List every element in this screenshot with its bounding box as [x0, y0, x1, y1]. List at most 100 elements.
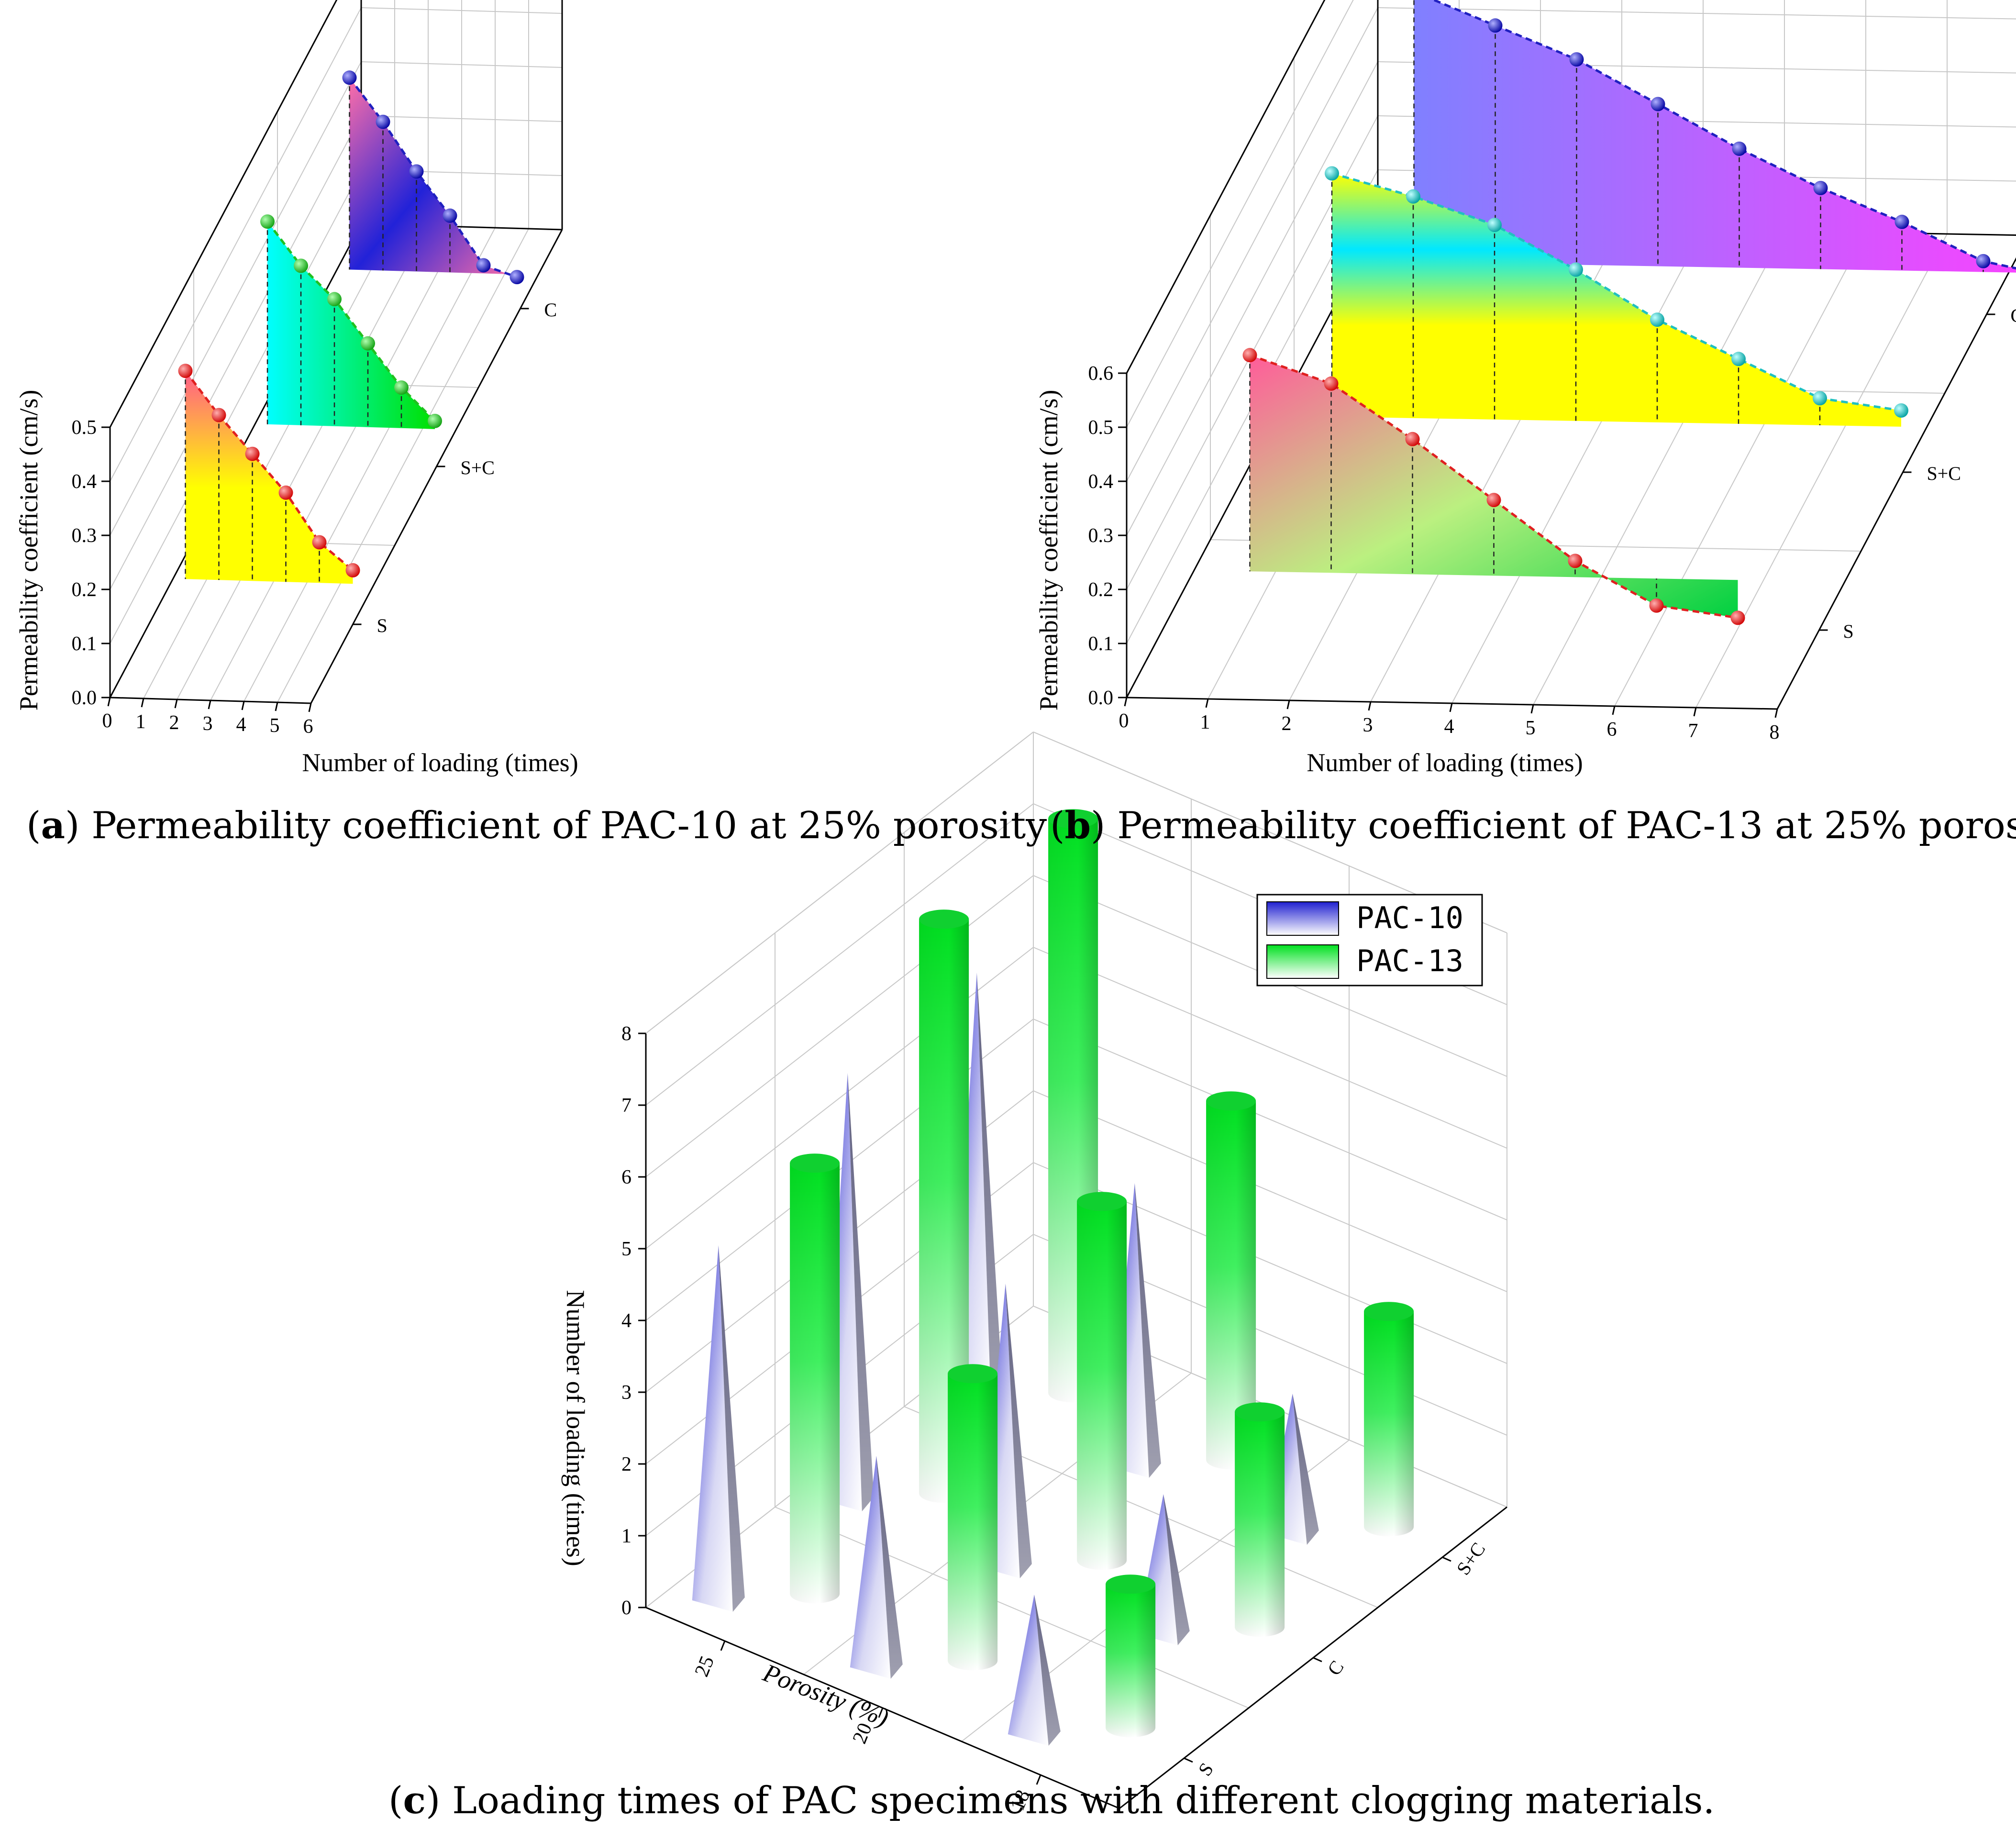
- caption-c-letter: c: [403, 1779, 426, 1822]
- series-line: [1431, 0, 2016, 270]
- x-tick-label: 7: [1688, 720, 1698, 742]
- x-tick: [107, 697, 111, 707]
- pac10-cone: [1008, 1595, 1061, 1746]
- cylinder-shade: [1206, 1101, 1256, 1470]
- pac13-cylinder: [919, 909, 969, 1503]
- x-tick-label: 1: [1200, 711, 1210, 733]
- series-s: [1242, 348, 1745, 625]
- y-tick-label: 0.1: [72, 633, 97, 655]
- x-tick: [1368, 701, 1372, 711]
- z-tick: [1313, 1657, 1322, 1663]
- data-point: [1569, 52, 1584, 67]
- pac13-cylinder: [948, 1364, 998, 1671]
- series-sc: [1325, 166, 1908, 427]
- y-tick-label: 0.3: [72, 525, 97, 547]
- panel-b-chart: 0.0 0.1 0.2 0.3 0.4 0.5 0.6 0 1 2 3 4 5 6 7 8 S S+C C Numb…: [1034, 0, 2016, 777]
- x-tick: [241, 701, 245, 710]
- caption-b-letter: b: [1064, 804, 1091, 847]
- depth-label-sc: S+C: [1927, 463, 1961, 484]
- panel-c-ylabel: Number of loading (times): [561, 1290, 590, 1566]
- box-edge: [1776, 257, 2016, 709]
- cylinder-top: [919, 909, 969, 929]
- data-point: [1650, 312, 1664, 327]
- series-line: [184, 370, 354, 571]
- cylinder-shade: [790, 1163, 840, 1604]
- data-point: [1405, 432, 1420, 446]
- depth-label-c: C: [2011, 305, 2016, 326]
- data-point: [278, 485, 293, 500]
- x-tick: [1124, 697, 1128, 707]
- cylinder-shade: [1235, 1412, 1285, 1637]
- x-tick-label: 25: [691, 1653, 719, 1680]
- x-tick: [1774, 709, 1778, 718]
- pac13-cylinder: [1106, 1574, 1156, 1738]
- y-tick-label: 0.1: [1088, 633, 1114, 655]
- depth-label-sc: S+C: [461, 457, 495, 478]
- floor-grid-x: [1777, 257, 2016, 709]
- data-point: [1488, 18, 1503, 33]
- floor-grid-x: [1451, 229, 1704, 704]
- y-tick-label: 0.4: [1088, 471, 1114, 493]
- x-tick: [1612, 706, 1616, 715]
- panel-c-legend: PAC-10 PAC-13: [1256, 894, 1483, 987]
- data-point: [1242, 348, 1257, 363]
- x-tick: [1036, 1774, 1041, 1785]
- data-point: [510, 270, 524, 285]
- y-tick-label: 0.0: [1088, 687, 1114, 709]
- cylinder-shade: [948, 1374, 998, 1671]
- floor-grid-x: [1533, 231, 1785, 705]
- cylinder-top: [948, 1364, 998, 1384]
- floor-grid-x: [143, 224, 395, 699]
- x-tick-label: 0: [102, 710, 112, 732]
- data-point: [245, 446, 260, 461]
- y-tick-label: 5: [621, 1238, 631, 1260]
- left-grid-y: [1126, 61, 1378, 536]
- panel-b-series: [1242, 0, 2016, 625]
- pac13-cylinder: [1364, 1302, 1414, 1537]
- data-point: [361, 336, 375, 351]
- data-point: [1487, 218, 1502, 233]
- back-wall-grid: [1033, 1019, 1507, 1220]
- x-tick: [1449, 703, 1453, 712]
- left-grid-y: [110, 115, 362, 590]
- floor-grid-x: [210, 226, 462, 701]
- legend-label-pac10: PAC-10: [1356, 900, 1463, 935]
- y-tick-label: 0.0: [72, 687, 97, 709]
- x-tick-label: 5: [270, 715, 280, 737]
- x-tick: [1205, 698, 1209, 708]
- x-tick-label: 6: [303, 716, 313, 738]
- panel-b-xlabel: Number of loading (times): [1307, 748, 1583, 777]
- data-point: [1730, 610, 1745, 625]
- data-point: [428, 413, 442, 428]
- y-tick-label: 1: [621, 1525, 631, 1547]
- x-tick: [275, 702, 278, 711]
- y-tick-label: 3: [621, 1382, 631, 1404]
- y-tick-label: 0: [621, 1597, 631, 1619]
- x-tick: [1286, 700, 1290, 709]
- series-area: [1332, 173, 1901, 427]
- caption-b-text: Permeability coefficient of PAC-13 at 25…: [1105, 804, 2016, 847]
- data-point: [1732, 141, 1747, 156]
- bar-group-18-s: [1008, 1574, 1156, 1746]
- pac10-cone: [850, 1456, 903, 1679]
- data-point: [345, 563, 360, 577]
- cone-face: [1008, 1595, 1049, 1746]
- top-edge: [645, 732, 1034, 1034]
- back-grid-y: [361, 7, 563, 14]
- panel-a-xlabel: Number of loading (times): [302, 748, 578, 777]
- bar-group-25-s: [692, 1153, 840, 1612]
- y-tick-label: 0.5: [1088, 417, 1114, 439]
- series-area: [1250, 355, 1738, 618]
- data-point: [409, 164, 424, 179]
- cylinder-top: [790, 1153, 840, 1173]
- pac10-cone: [692, 1245, 745, 1612]
- floor-grid-x: [1614, 232, 1866, 707]
- cylinder-top: [1206, 1091, 1256, 1111]
- back-wall-grid: [1033, 1090, 1507, 1292]
- left-grid-y: [110, 7, 362, 482]
- cone-face: [850, 1456, 891, 1679]
- cylinder-top: [1364, 1302, 1414, 1321]
- y-tick-label: 2: [621, 1453, 631, 1475]
- bar-group-25-sc: [950, 809, 1098, 1411]
